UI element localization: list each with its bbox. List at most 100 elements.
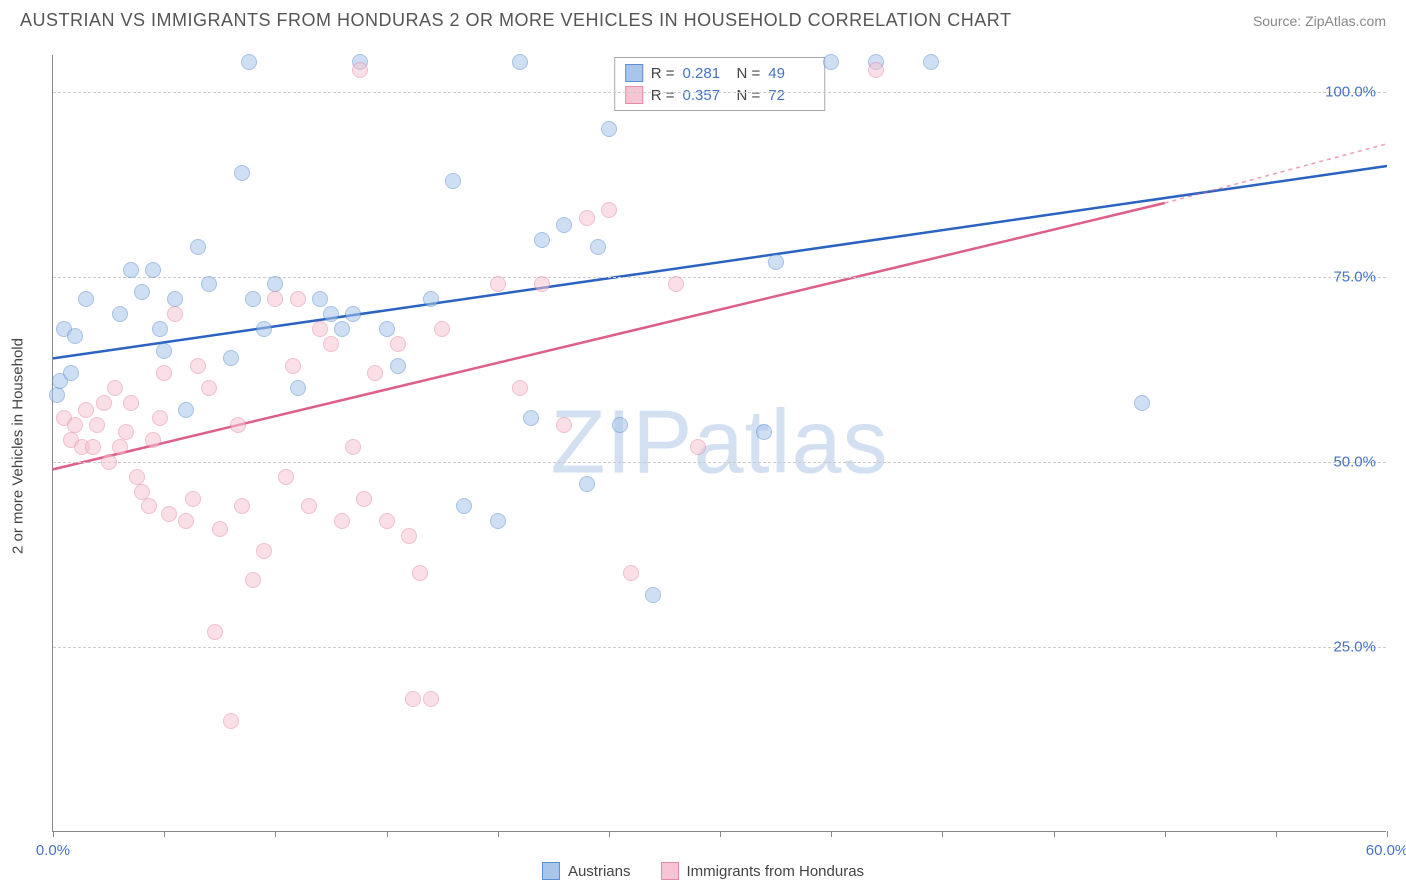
gridline: [53, 277, 1386, 278]
data-point: [101, 454, 117, 470]
data-point: [212, 521, 228, 537]
x-tick: [609, 831, 610, 837]
data-point: [256, 543, 272, 559]
data-point: [129, 469, 145, 485]
x-tick: [1387, 831, 1388, 837]
data-point: [107, 380, 123, 396]
data-point: [534, 276, 550, 292]
x-tick: [1165, 831, 1166, 837]
data-point: [96, 395, 112, 411]
data-point: [152, 410, 168, 426]
series-legend: Austrians Immigrants from Honduras: [542, 862, 864, 880]
legend-item-honduras: Immigrants from Honduras: [660, 862, 864, 880]
data-point: [405, 691, 421, 707]
header: AUSTRIAN VS IMMIGRANTS FROM HONDURAS 2 O…: [0, 0, 1406, 35]
data-point: [556, 417, 572, 433]
data-point: [89, 417, 105, 433]
data-point: [556, 217, 572, 233]
data-point: [512, 380, 528, 396]
data-point: [423, 291, 439, 307]
data-point: [312, 321, 328, 337]
source-attribution: Source: ZipAtlas.com: [1253, 13, 1386, 29]
data-point: [185, 491, 201, 507]
data-point: [490, 513, 506, 529]
data-point: [207, 624, 223, 640]
stats-row-honduras: R = 0.357 N = 72: [625, 84, 815, 106]
y-tick-label: 25.0%: [1333, 639, 1376, 656]
swatch-honduras: [625, 86, 643, 104]
data-point: [1134, 395, 1150, 411]
data-point: [445, 173, 461, 189]
data-point: [123, 262, 139, 278]
n-label: N =: [737, 65, 761, 82]
data-point: [290, 291, 306, 307]
r-value-honduras: 0.357: [683, 87, 729, 104]
data-point: [167, 291, 183, 307]
data-point: [356, 491, 372, 507]
y-tick-label: 75.0%: [1333, 269, 1376, 286]
data-point: [390, 336, 406, 352]
x-tick-label: 0.0%: [36, 842, 70, 859]
data-point: [401, 528, 417, 544]
data-point: [412, 565, 428, 581]
x-tick: [387, 831, 388, 837]
data-point: [201, 276, 217, 292]
legend-label: Austrians: [568, 863, 631, 880]
x-tick: [498, 831, 499, 837]
data-point: [156, 343, 172, 359]
data-point: [312, 291, 328, 307]
data-point: [245, 572, 261, 588]
data-point: [534, 232, 550, 248]
gridline: [53, 647, 1386, 648]
r-value-austrians: 0.281: [683, 65, 729, 82]
data-point: [367, 365, 383, 381]
data-point: [112, 306, 128, 322]
data-point: [161, 506, 177, 522]
data-point: [267, 291, 283, 307]
data-point: [230, 417, 246, 433]
data-point: [152, 321, 168, 337]
scatter-chart: ZIPatlas R = 0.281 N = 49 R = 0.357 N = …: [52, 55, 1386, 832]
data-point: [134, 284, 150, 300]
data-point: [601, 121, 617, 137]
stats-legend: R = 0.281 N = 49 R = 0.357 N = 72: [614, 57, 826, 111]
data-point: [190, 239, 206, 255]
data-point: [523, 410, 539, 426]
data-point: [623, 565, 639, 581]
data-point: [379, 513, 395, 529]
data-point: [579, 210, 595, 226]
y-axis-label: 2 or more Vehicles in Household: [10, 338, 27, 554]
data-point: [390, 358, 406, 374]
gridline: [53, 92, 1386, 93]
data-point: [668, 276, 684, 292]
data-point: [690, 439, 706, 455]
data-point: [923, 54, 939, 70]
x-tick: [53, 831, 54, 837]
legend-label: Immigrants from Honduras: [686, 863, 864, 880]
data-point: [141, 498, 157, 514]
data-point: [345, 306, 361, 322]
n-label: N =: [737, 87, 761, 104]
x-tick: [1054, 831, 1055, 837]
data-point: [145, 432, 161, 448]
data-point: [301, 498, 317, 514]
data-point: [223, 713, 239, 729]
stats-row-austrians: R = 0.281 N = 49: [625, 62, 815, 84]
data-point: [234, 165, 250, 181]
data-point: [379, 321, 395, 337]
data-point: [201, 380, 217, 396]
x-tick: [831, 831, 832, 837]
data-point: [579, 476, 595, 492]
data-point: [267, 276, 283, 292]
data-point: [612, 417, 628, 433]
data-point: [768, 254, 784, 270]
x-tick: [720, 831, 721, 837]
data-point: [118, 424, 134, 440]
data-point: [123, 395, 139, 411]
data-point: [823, 54, 839, 70]
swatch-austrians: [542, 862, 560, 880]
data-point: [601, 202, 617, 218]
n-value-honduras: 72: [768, 87, 814, 104]
plot-svg: [53, 55, 1386, 831]
data-point: [323, 306, 339, 322]
